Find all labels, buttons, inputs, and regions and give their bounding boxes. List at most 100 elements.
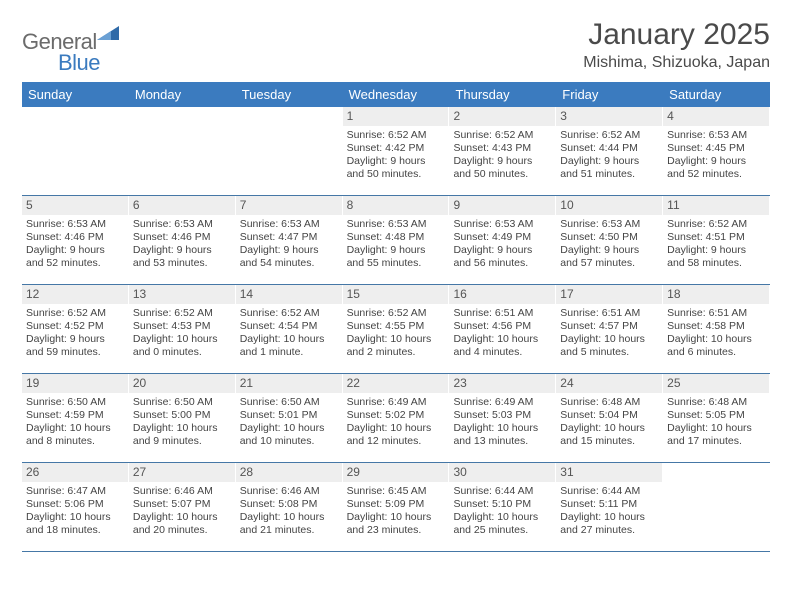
daylight-text: Daylight: 10 hours and 4 minutes. (453, 333, 551, 359)
daylight-text: Daylight: 9 hours and 53 minutes. (133, 244, 231, 270)
day-cell: 6Sunrise: 6:53 AMSunset: 4:46 PMDaylight… (129, 196, 236, 284)
sunset-text: Sunset: 4:46 PM (26, 231, 124, 244)
dow-saturday: Saturday (663, 82, 770, 107)
sunrise-text: Sunrise: 6:52 AM (240, 307, 338, 320)
day-number: 4 (663, 107, 769, 126)
dow-sunday: Sunday (22, 82, 129, 107)
sunrise-text: Sunrise: 6:50 AM (26, 396, 124, 409)
day-number: 6 (129, 196, 235, 215)
sunrise-text: Sunrise: 6:53 AM (347, 218, 445, 231)
day-cell: 9Sunrise: 6:53 AMSunset: 4:49 PMDaylight… (449, 196, 556, 284)
sunrise-text: Sunrise: 6:53 AM (667, 129, 765, 142)
sunset-text: Sunset: 4:59 PM (26, 409, 124, 422)
day-number: 30 (449, 463, 555, 482)
daylight-text: Daylight: 10 hours and 8 minutes. (26, 422, 124, 448)
day-cell (129, 107, 236, 195)
location-text: Mishima, Shizuoka, Japan (583, 54, 770, 72)
sunset-text: Sunset: 4:49 PM (453, 231, 551, 244)
daylight-text: Daylight: 9 hours and 59 minutes. (26, 333, 124, 359)
calendar-grid: Sunday Monday Tuesday Wednesday Thursday… (22, 82, 770, 552)
day-cell: 15Sunrise: 6:52 AMSunset: 4:55 PMDayligh… (343, 285, 450, 373)
week-row: 1Sunrise: 6:52 AMSunset: 4:42 PMDaylight… (22, 107, 770, 196)
sunrise-text: Sunrise: 6:52 AM (133, 307, 231, 320)
daylight-text: Daylight: 10 hours and 2 minutes. (347, 333, 445, 359)
daylight-text: Daylight: 10 hours and 9 minutes. (133, 422, 231, 448)
sunrise-text: Sunrise: 6:49 AM (453, 396, 551, 409)
day-number: 2 (449, 107, 555, 126)
week-row: 5Sunrise: 6:53 AMSunset: 4:46 PMDaylight… (22, 196, 770, 285)
day-cell: 2Sunrise: 6:52 AMSunset: 4:43 PMDaylight… (449, 107, 556, 195)
sunrise-text: Sunrise: 6:53 AM (240, 218, 338, 231)
day-cell: 28Sunrise: 6:46 AMSunset: 5:08 PMDayligh… (236, 463, 343, 551)
brand-triangle-icon (97, 26, 119, 45)
daylight-text: Daylight: 10 hours and 10 minutes. (240, 422, 338, 448)
day-number: 19 (22, 374, 128, 393)
sunrise-text: Sunrise: 6:51 AM (560, 307, 658, 320)
sunset-text: Sunset: 5:07 PM (133, 498, 231, 511)
sunset-text: Sunset: 4:45 PM (667, 142, 765, 155)
day-cell: 1Sunrise: 6:52 AMSunset: 4:42 PMDaylight… (343, 107, 450, 195)
day-number: 24 (556, 374, 662, 393)
day-cell: 16 Sunrise: 6:51 AMSunset: 4:56 PMDayligh… (449, 285, 556, 373)
week-row: 19Sunrise: 6:50 AMSunset: 4:59 PMDayligh… (22, 374, 770, 463)
sunrise-text: Sunrise: 6:52 AM (453, 129, 551, 142)
day-number: 31 (556, 463, 662, 482)
sunset-text: Sunset: 4:51 PM (667, 231, 765, 244)
day-number: 16 (449, 285, 555, 304)
day-cell: 10Sunrise: 6:53 AMSunset: 4:50 PMDayligh… (556, 196, 663, 284)
daylight-text: Daylight: 10 hours and 25 minutes. (453, 511, 551, 537)
day-cell: 12Sunrise: 6:52 AMSunset: 4:52 PMDayligh… (22, 285, 129, 373)
daylight-text: Daylight: 9 hours and 52 minutes. (26, 244, 124, 270)
sunrise-text: Sunrise: 6:48 AM (560, 396, 658, 409)
day-number: 27 (129, 463, 235, 482)
day-cell: 18Sunrise: 6:51 AMSunset: 4:58 PMDayligh… (663, 285, 770, 373)
day-number: 21 (236, 374, 342, 393)
day-number: 20 (129, 374, 235, 393)
day-number: 18 (663, 285, 769, 304)
week-row: 12Sunrise: 6:52 AMSunset: 4:52 PMDayligh… (22, 285, 770, 374)
day-number: 26 (22, 463, 128, 482)
sunset-text: Sunset: 4:48 PM (347, 231, 445, 244)
day-cell: 5Sunrise: 6:53 AMSunset: 4:46 PMDaylight… (22, 196, 129, 284)
daylight-text: Daylight: 10 hours and 13 minutes. (453, 422, 551, 448)
weeks-container: 1Sunrise: 6:52 AMSunset: 4:42 PMDaylight… (22, 107, 770, 552)
daylight-text: Daylight: 10 hours and 6 minutes. (667, 333, 765, 359)
day-cell: 11Sunrise: 6:52 AMSunset: 4:51 PMDayligh… (663, 196, 770, 284)
brand-word-blue: Blue (58, 50, 100, 75)
sunset-text: Sunset: 5:11 PM (560, 498, 658, 511)
sunrise-text: Sunrise: 6:53 AM (560, 218, 658, 231)
day-of-week-header: Sunday Monday Tuesday Wednesday Thursday… (22, 82, 770, 107)
dow-friday: Friday (556, 82, 663, 107)
day-number: 13 (129, 285, 235, 304)
sunrise-text: Sunrise: 6:44 AM (453, 485, 551, 498)
day-number: 8 (343, 196, 449, 215)
sunrise-text: Sunrise: 6:44 AM (560, 485, 658, 498)
daylight-text: Daylight: 9 hours and 51 minutes. (560, 155, 658, 181)
daylight-text: Daylight: 9 hours and 57 minutes. (560, 244, 658, 270)
sunset-text: Sunset: 4:56 PM (453, 320, 551, 333)
day-cell: 20Sunrise: 6:50 AMSunset: 5:00 PMDayligh… (129, 374, 236, 462)
day-cell (663, 463, 770, 551)
sunset-text: Sunset: 5:02 PM (347, 409, 445, 422)
daylight-text: Daylight: 10 hours and 21 minutes. (240, 511, 338, 537)
sunrise-text: Sunrise: 6:51 AM (453, 307, 551, 320)
sunset-text: Sunset: 5:09 PM (347, 498, 445, 511)
sunrise-text: Sunrise: 6:52 AM (26, 307, 124, 320)
day-cell (236, 107, 343, 195)
daylight-text: Daylight: 9 hours and 50 minutes. (347, 155, 445, 181)
sunset-text: Sunset: 4:57 PM (560, 320, 658, 333)
sunset-text: Sunset: 4:54 PM (240, 320, 338, 333)
sunset-text: Sunset: 4:46 PM (133, 231, 231, 244)
sunset-text: Sunset: 4:50 PM (560, 231, 658, 244)
day-number: 14 (236, 285, 342, 304)
day-cell: 29Sunrise: 6:45 AMSunset: 5:09 PMDayligh… (343, 463, 450, 551)
daylight-text: Daylight: 10 hours and 18 minutes. (26, 511, 124, 537)
sunset-text: Sunset: 4:58 PM (667, 320, 765, 333)
day-number: 29 (343, 463, 449, 482)
day-cell: 14 Sunrise: 6:52 AMSunset: 4:54 PMDayligh… (236, 285, 343, 373)
daylight-text: Daylight: 10 hours and 1 minute. (240, 333, 338, 359)
sunrise-text: Sunrise: 6:50 AM (240, 396, 338, 409)
day-cell (22, 107, 129, 195)
day-cell: 4Sunrise: 6:53 AMSunset: 4:45 PMDaylight… (663, 107, 770, 195)
day-number: 12 (22, 285, 128, 304)
